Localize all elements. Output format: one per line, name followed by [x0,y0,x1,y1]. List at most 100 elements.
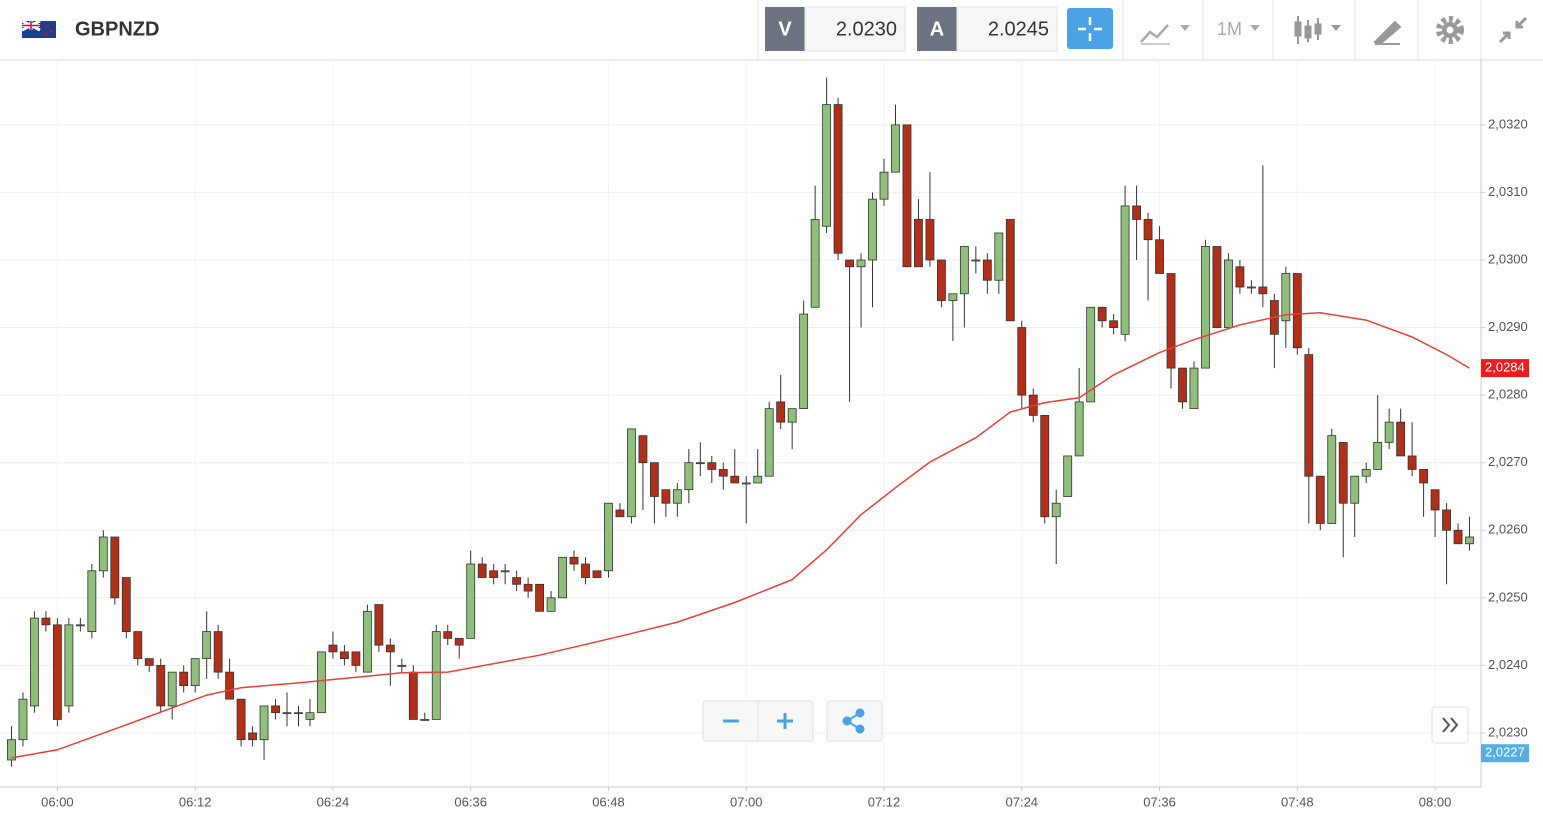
flag [21,19,56,38]
candle-body [512,577,522,585]
candle-body [1258,286,1268,295]
candle-body [1281,273,1291,322]
candle-body [18,698,28,741]
candle-body [845,259,854,268]
candle-body [167,671,177,707]
candle-body [1005,219,1015,322]
ask-badge [917,7,957,51]
candle-body [1063,455,1073,497]
candle-body [959,246,969,295]
draw-button[interactable] [1373,20,1402,46]
candle-body [856,259,866,268]
collapse-button[interactable] [1498,16,1528,44]
x-tick-label: 06:12 [179,794,212,809]
crosshair-button[interactable] [1067,8,1113,49]
candle-body [1373,442,1383,470]
candle-body [1212,246,1222,328]
price-badge-label: 2,0227 [1485,745,1525,760]
candle-body [431,631,441,720]
candle-body [213,631,223,673]
candle-body [627,428,636,518]
candle-body [1166,273,1176,369]
candle-body [776,401,786,423]
ask-price: 2.0245 [988,18,1049,40]
candle-body [30,617,39,707]
bid-box[interactable] [804,6,906,52]
candle-body [707,462,717,470]
candle-body [397,664,407,667]
candle-body [615,509,625,518]
candle-body [1086,306,1096,403]
candle-body [833,104,843,254]
price-badge [1481,359,1529,378]
share-button[interactable] [826,700,883,742]
y-tick-label: 2,0230 [1488,724,1528,739]
candle-body [1430,489,1440,511]
candle-body [902,124,912,268]
settings-button[interactable] [1436,16,1464,44]
candle-body [7,739,16,761]
candle-body [569,556,579,565]
x-tick-label: 07:48 [1281,794,1314,809]
candle-body [891,124,900,173]
candle-body [133,631,143,660]
candle-body [1465,536,1474,545]
candle-body [1384,421,1394,443]
candle-body [294,712,303,715]
candle-body [1155,239,1164,274]
candle-body [581,563,590,578]
candle-body [225,671,235,700]
candle-body [340,651,349,660]
candle-body [317,651,326,714]
candle-body [1350,475,1360,504]
candle-body [1419,469,1429,484]
candle-body [1407,455,1417,470]
candle-body [914,219,923,268]
y-tick-label: 2,0290 [1488,319,1528,334]
candle-body [500,570,510,573]
x-tick-label: 07:00 [730,794,763,809]
candle-body [1097,306,1107,322]
y-tick-label: 2,0250 [1488,589,1528,604]
candle-body [1246,286,1256,289]
y-tick-label: 2,0280 [1488,387,1528,402]
candle-body [1074,401,1084,457]
candle-body [1109,320,1119,328]
candle-body [936,259,946,301]
candle-body [1327,435,1337,524]
y-tick-label: 2,0270 [1488,454,1528,469]
candle-body [787,408,797,423]
candle-body [971,259,981,262]
price-badge-label: 2,0284 [1485,360,1525,375]
candle-body [718,469,728,477]
candle-body [546,597,556,612]
candle-body [1051,502,1061,518]
candle-body [799,313,809,410]
ask-box[interactable] [956,6,1058,52]
indicator-button[interactable] [1140,24,1190,45]
candle-body [753,475,763,484]
candle-body [385,644,395,653]
x-tick-label: 06:48 [592,794,625,809]
candle-body [420,719,430,721]
chart-type-button[interactable] [1294,16,1341,44]
zoom-in[interactable] [777,713,793,729]
candle-body [408,671,418,720]
x-tick-label: 06:36 [454,794,487,809]
bid-label: V [778,18,792,40]
candle-body [202,631,212,660]
x-tick-label: 07:24 [1006,794,1039,809]
candle-body [236,698,246,741]
candle-body [661,489,671,504]
candle-body [454,637,464,646]
candle-body [282,712,292,715]
y-tick-label: 2,0300 [1488,251,1528,266]
candle-body [638,435,648,464]
timeframe[interactable]: 1M [1217,19,1242,39]
candle-body [1017,327,1027,396]
scroll-end-icon [1442,717,1459,733]
x-tick-label: 08:00 [1419,794,1452,809]
candle-body [1132,205,1141,220]
x-tick-label: 06:00 [41,794,74,809]
